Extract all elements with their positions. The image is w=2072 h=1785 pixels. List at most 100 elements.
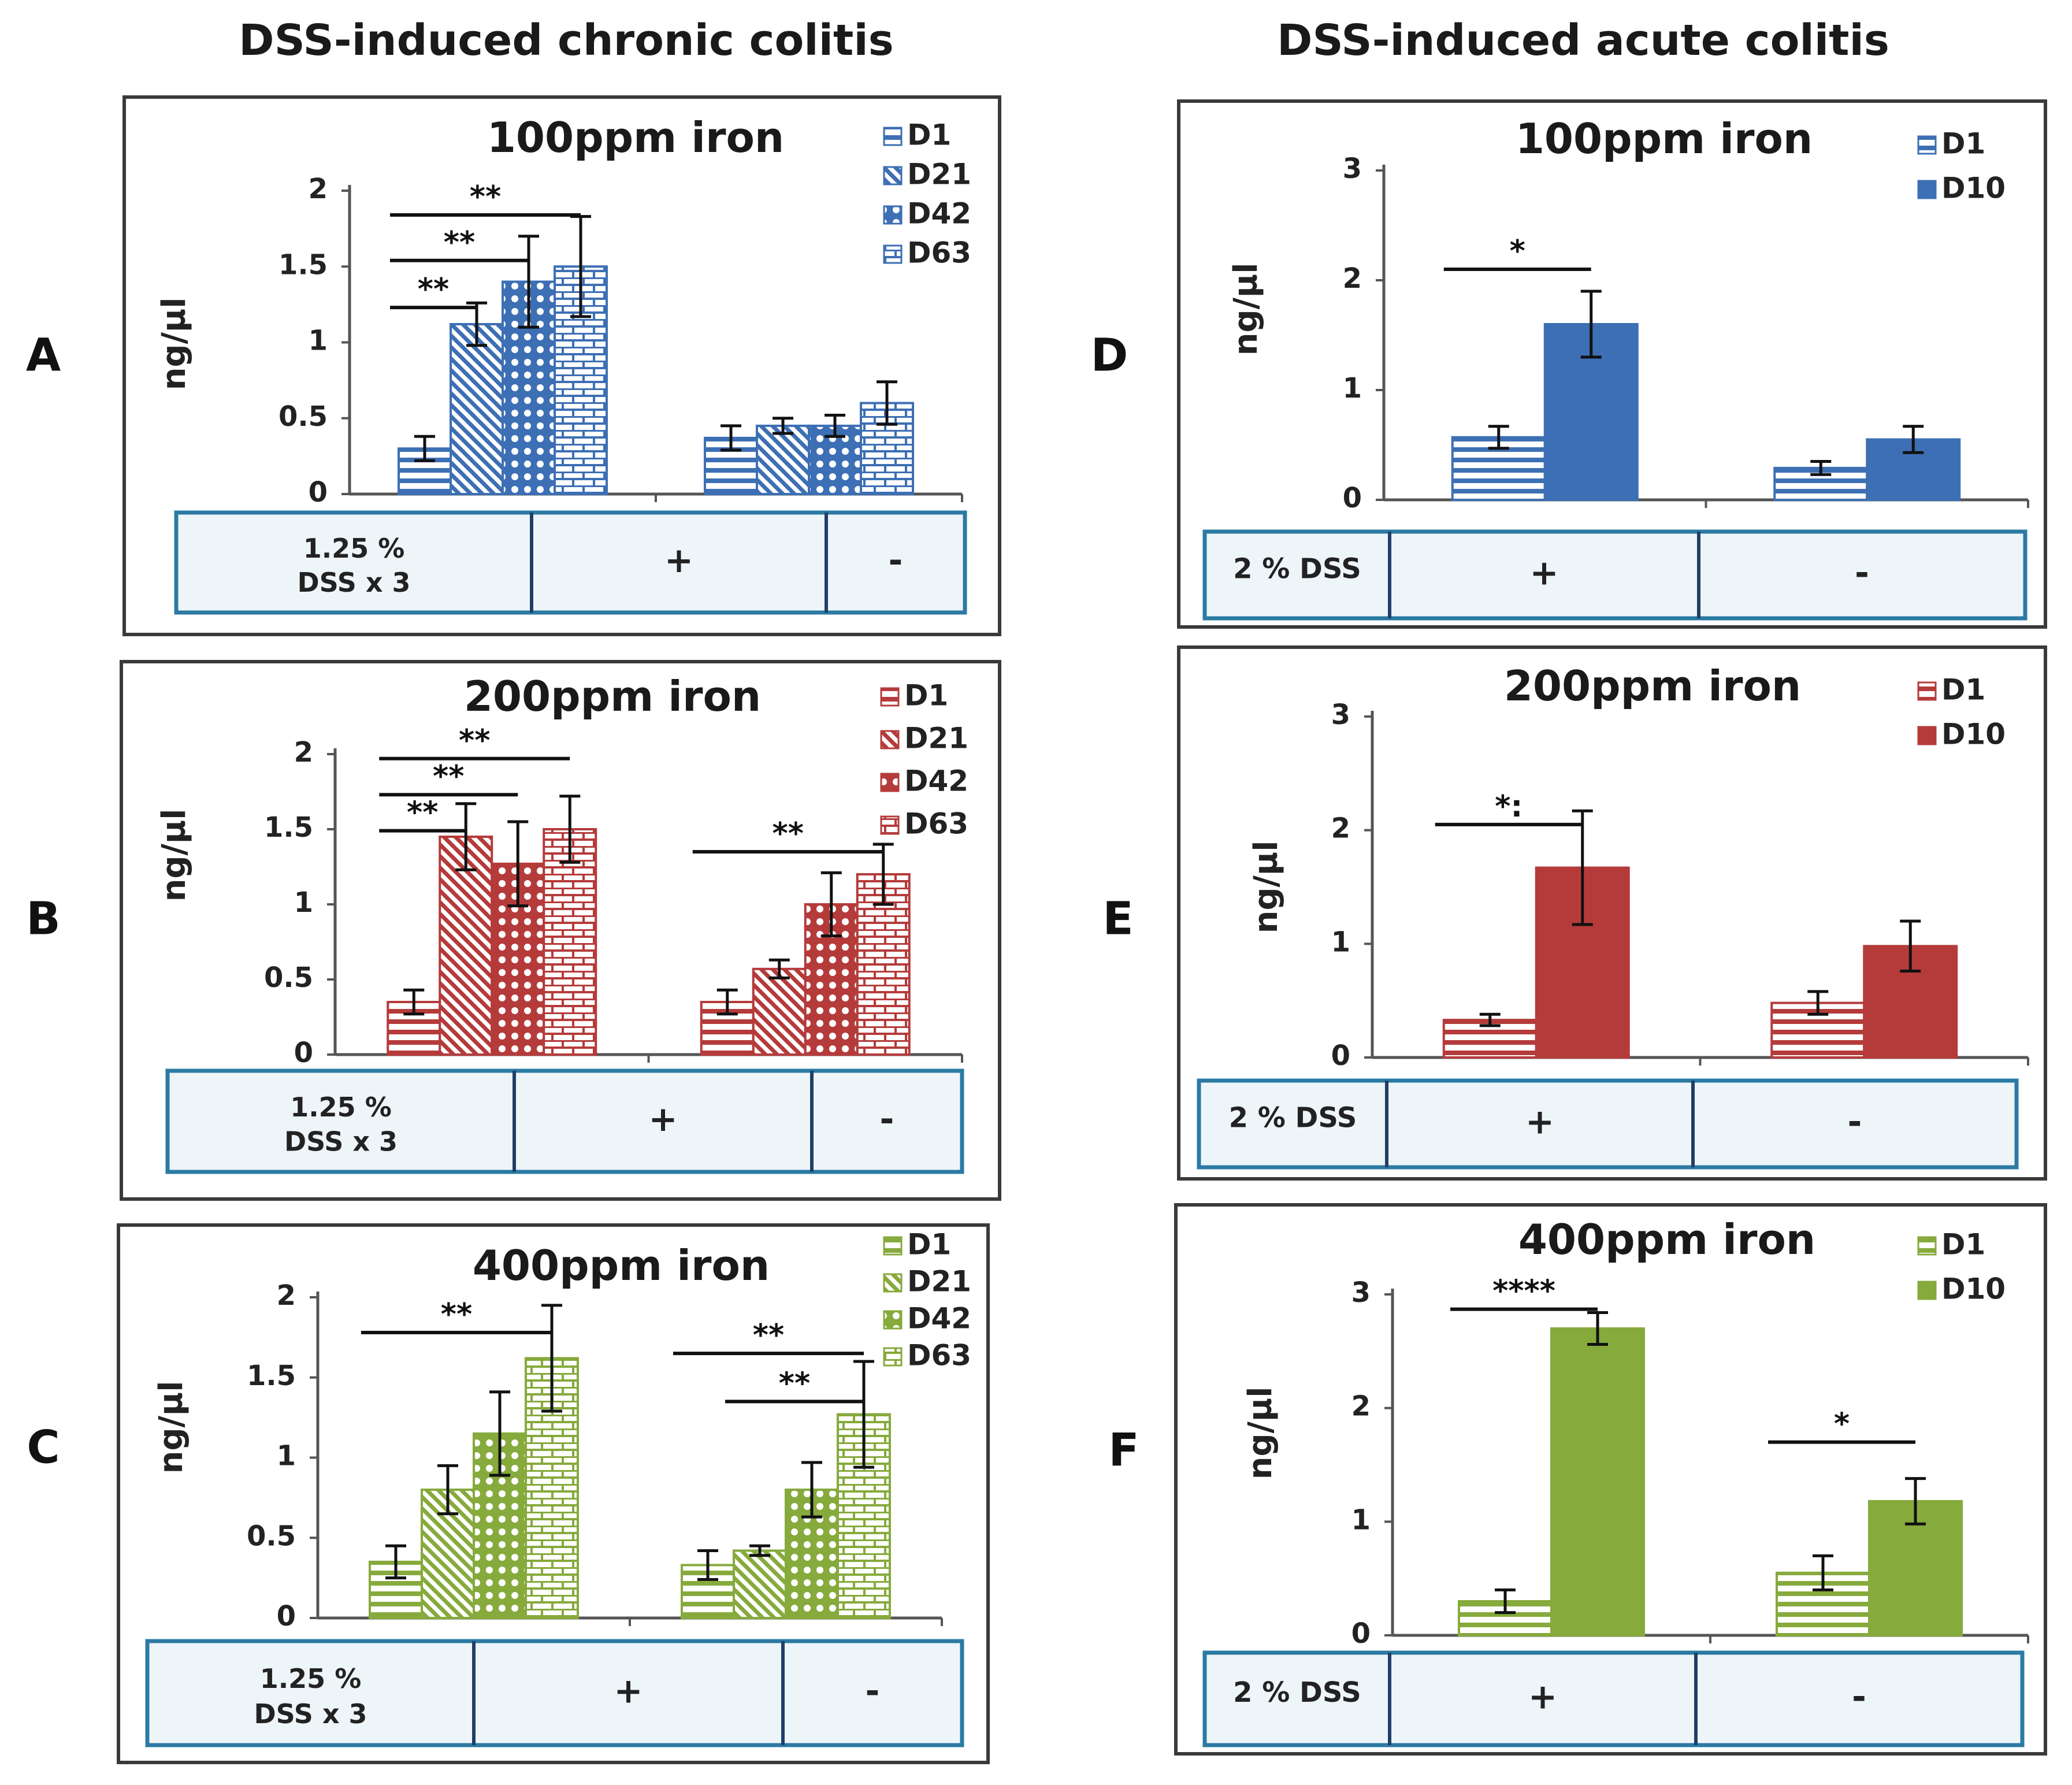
- significance-label: **: [418, 272, 449, 307]
- legend-label-d42: D42: [904, 765, 968, 798]
- significance-label: ****: [1492, 1274, 1555, 1309]
- panel-letter: C: [27, 1422, 60, 1474]
- legend-swatch-d1: [883, 1236, 903, 1256]
- significance-label: *:: [1495, 789, 1523, 824]
- legend-label-d42: D42: [907, 1302, 971, 1335]
- legend-swatch-d10: [1917, 180, 1937, 199]
- treatment-table: [1202, 529, 2028, 621]
- bar-d21-dss-plus: [450, 323, 504, 495]
- table-label: 2 % DSS: [1229, 1102, 1357, 1134]
- y-tick-label: 0: [1351, 1617, 1371, 1650]
- chart-panel-d: D 100ppm iron ng/µl 0 1 2 3 * D1 D10 2 % DSS + -: [1091, 99, 2047, 629]
- legend-swatch-d42: [883, 1310, 903, 1330]
- y-tick-label: 0: [1343, 482, 1362, 514]
- table-label: DSS x 3: [297, 567, 410, 598]
- y-axis-label: ng/µl: [1227, 263, 1265, 356]
- y-tick-label: 1: [294, 886, 313, 919]
- legend-swatch-d21: [883, 1273, 903, 1293]
- table-cell-dss-minus: -: [889, 540, 903, 581]
- legend-swatch-d42: [880, 773, 900, 792]
- legend-label-d21: D21: [904, 722, 968, 755]
- y-tick-label: 1.5: [264, 811, 313, 844]
- table-label: 1.25 %: [290, 1092, 392, 1123]
- y-tick-label: 3: [1331, 699, 1350, 731]
- bar-d21-dss-minus: [756, 424, 810, 495]
- y-axis-label: ng/µl: [1247, 841, 1285, 934]
- legend-label-d63: D63: [907, 236, 971, 270]
- heading-acute: DSS-induced acute colitis: [1277, 16, 1889, 65]
- y-tick-label: 0.5: [247, 1520, 296, 1552]
- chart-panel-e: E 200ppm iron ng/µl 0 1 2 3 *: D1 D10 2 % DSS + -: [1102, 645, 2047, 1181]
- y-tick-label: 0.5: [279, 400, 328, 433]
- legend-swatch-d21: [880, 730, 900, 749]
- legend-swatch-d1: [880, 687, 900, 707]
- y-tick-label: 1.5: [279, 248, 328, 281]
- significance-label: **: [441, 1297, 472, 1332]
- chart-title: 200ppm iron: [464, 672, 761, 721]
- legend-swatch-d10: [1917, 726, 1937, 745]
- significance-label: *: [1510, 234, 1525, 269]
- legend-swatch-d63: [883, 1347, 903, 1367]
- table-label: 1.25 %: [260, 1663, 362, 1694]
- y-tick-label: 2: [294, 736, 313, 769]
- y-tick-label: 2: [1343, 262, 1362, 295]
- treatment-table: [174, 510, 967, 615]
- table-cell-dss-plus: +: [1528, 1677, 1557, 1717]
- legend-label-d1: D1: [1941, 1228, 1985, 1261]
- table-label: 2 % DSS: [1233, 1676, 1361, 1709]
- legend-label-d10: D10: [1941, 1272, 2006, 1306]
- table-label: 1.25 %: [303, 533, 405, 564]
- legend-swatch-d1: [1917, 1236, 1937, 1256]
- table-cell-dss-minus: -: [1848, 1102, 1862, 1142]
- significance-label: **: [433, 759, 464, 794]
- legend-label-d1: D1: [904, 679, 948, 712]
- chart-title: 100ppm iron: [1516, 114, 1813, 163]
- chart-title: 200ppm iron: [1504, 662, 1801, 710]
- chart-panel-a: A 100ppm iron ng/µl 0 0.5 1 1.5 2 ** ** ** D1 D21 D42…: [26, 95, 1001, 636]
- y-axis-label: ng/µl: [155, 298, 193, 391]
- table-label: DSS x 3: [284, 1126, 398, 1157]
- chart-title: 100ppm iron: [487, 113, 784, 162]
- panel-letter: A: [26, 329, 61, 381]
- legend-label-d21: D21: [907, 158, 971, 191]
- legend-swatch-d10: [1917, 1281, 1937, 1300]
- bar-d1-dss-plus: [1442, 1019, 1538, 1059]
- table-label: DSS x 3: [254, 1698, 367, 1730]
- y-axis-label: ng/µl: [153, 1381, 190, 1474]
- treatment-table: [165, 1068, 964, 1174]
- y-axis-label: ng/µl: [155, 809, 193, 902]
- chart-title: 400ppm iron: [473, 1241, 770, 1290]
- treatment-table: [1197, 1078, 2019, 1170]
- y-tick-label: 1: [1343, 372, 1362, 404]
- table-cell-dss-plus: +: [648, 1099, 677, 1140]
- legend-swatch-d21: [883, 166, 903, 185]
- y-tick-label: 0: [309, 476, 328, 509]
- table-cell-dss-minus: -: [1855, 553, 1869, 593]
- y-tick-label: 1.5: [247, 1360, 296, 1392]
- legend-swatch-d42: [883, 205, 903, 225]
- panel-letter: F: [1108, 1424, 1139, 1476]
- treatment-table: [1202, 1650, 2025, 1747]
- y-tick-label: 0.5: [264, 962, 313, 994]
- y-axis-label: ng/µl: [1242, 1387, 1279, 1480]
- legend-label-d10: D10: [1941, 172, 2006, 205]
- panel-letter: D: [1091, 329, 1128, 381]
- table-label: 2 % DSS: [1233, 553, 1361, 585]
- y-tick-label: 1: [1351, 1504, 1371, 1536]
- panel-letter: B: [26, 893, 60, 945]
- y-tick-label: 3: [1351, 1276, 1371, 1309]
- significance-label: **: [779, 1366, 810, 1401]
- chart-panel-c: C 400ppm iron ng/µl 0 0.5 1 1.5 2 ** ** ** D1 D21 D42…: [27, 1223, 990, 1764]
- table-cell-dss-plus: +: [664, 540, 693, 581]
- bar-d21-dss-plus: [439, 836, 493, 1056]
- significance-label: **: [470, 180, 501, 214]
- table-cell-dss-plus: +: [614, 1671, 643, 1712]
- table-cell-dss-plus: +: [1525, 1102, 1554, 1142]
- heading-chronic: DSS-induced chronic colitis: [239, 16, 894, 65]
- y-tick-label: 0: [294, 1037, 313, 1069]
- legend-label-d1: D1: [1941, 673, 1985, 707]
- legend-label-d63: D63: [907, 1339, 971, 1372]
- legend-swatch-d1: [883, 127, 903, 146]
